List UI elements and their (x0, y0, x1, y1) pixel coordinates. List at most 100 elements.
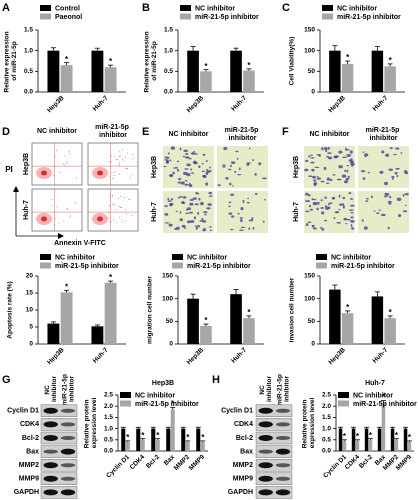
stained-cell (230, 193, 235, 196)
stained-cell (248, 219, 254, 222)
stained-cell (167, 197, 170, 201)
event (114, 205, 116, 207)
stained-cell (323, 166, 327, 170)
stained-cell (239, 229, 244, 231)
event (64, 165, 66, 167)
band (43, 407, 58, 414)
stained-cell (305, 223, 309, 227)
stained-cell (342, 205, 345, 209)
event (111, 155, 113, 157)
stained-cell (182, 171, 188, 176)
event (111, 195, 113, 197)
bar (121, 428, 126, 451)
stained-cell (192, 197, 197, 200)
legend-label: miR-21-5p inhibitor (353, 401, 417, 408)
y-tick-label: 2.0 (322, 403, 331, 410)
stained-cell (184, 180, 188, 182)
stained-cell (188, 184, 193, 188)
stained-cell (385, 153, 390, 157)
stained-cell (328, 202, 330, 206)
stained-cell (310, 154, 313, 156)
stained-cell (335, 211, 339, 213)
stained-cell (380, 213, 386, 217)
stained-cell (389, 195, 392, 199)
panel-label: E (142, 126, 149, 138)
stained-cell (375, 212, 380, 214)
band (60, 408, 76, 413)
stained-cell (349, 150, 353, 154)
y-tick-label: 1.0 (24, 47, 33, 54)
stained-cell (327, 206, 331, 210)
image-bg (217, 191, 268, 233)
blot-strip (255, 418, 293, 431)
legend-label: miR-21-5p inhibitor (55, 263, 119, 270)
event (69, 215, 71, 217)
y-tick-label: 0.0 (24, 89, 33, 96)
event (63, 220, 65, 222)
bar (155, 439, 160, 451)
bar (230, 294, 242, 344)
legend-swatch (120, 392, 131, 398)
event (111, 171, 113, 173)
bar (151, 428, 156, 451)
error-bar (406, 440, 412, 443)
legend-swatch (322, 13, 333, 20)
stained-cell (329, 202, 333, 205)
row-label: MMP2 (233, 462, 253, 469)
stained-cell (350, 219, 355, 223)
event (53, 224, 55, 226)
blot-strip (40, 472, 78, 485)
legend-swatch (172, 262, 183, 269)
row-label: Hep3B (151, 156, 158, 178)
stained-cell (327, 152, 332, 154)
significance: * (65, 55, 69, 64)
stained-cell (381, 150, 385, 154)
band (258, 421, 273, 428)
event (68, 150, 70, 152)
error-bar (165, 426, 171, 429)
stained-cell (240, 218, 243, 223)
bar (407, 442, 412, 451)
column-header: NC inhibitor (259, 376, 273, 402)
stained-cell (320, 206, 324, 209)
significance: * (204, 62, 208, 71)
stained-cell (313, 182, 318, 186)
error-bar (120, 426, 126, 429)
error-bar (64, 289, 70, 293)
y-tick-label: 1.5 (24, 27, 33, 34)
significance: * (201, 433, 205, 442)
event (66, 208, 68, 210)
stained-cell (234, 170, 237, 174)
event (108, 160, 110, 162)
stained-cell (304, 168, 309, 172)
stained-cell (175, 210, 178, 213)
stained-cell (321, 147, 324, 151)
stained-cell (393, 153, 397, 156)
stained-cell (179, 211, 182, 214)
blot-strip (40, 459, 78, 472)
stained-cell (189, 199, 194, 201)
x-tick-label: Huh-7 (230, 346, 248, 364)
event (58, 223, 60, 225)
stained-cell (239, 217, 244, 219)
event (121, 219, 123, 221)
significance: * (109, 273, 113, 282)
stained-cell (185, 212, 190, 215)
image-bg (304, 191, 355, 233)
stained-cell (198, 165, 201, 168)
significance: * (126, 433, 130, 442)
stained-cell (228, 201, 232, 204)
y-axis-label: Relative expression of miR-21-5p (3, 30, 18, 93)
stained-cell (184, 156, 189, 159)
error-bar (374, 46, 380, 51)
legend-label: Paeonol (55, 14, 82, 21)
legend-label: miR-21-5p inhibitor (337, 14, 401, 21)
event (69, 216, 71, 218)
bar (125, 442, 130, 451)
bar (384, 66, 396, 92)
significance: * (408, 433, 412, 442)
error-bar (140, 438, 146, 440)
stained-cell (247, 197, 249, 200)
y-axis-label: migration cell number (147, 276, 154, 344)
row-label: CDK4 (234, 421, 253, 428)
